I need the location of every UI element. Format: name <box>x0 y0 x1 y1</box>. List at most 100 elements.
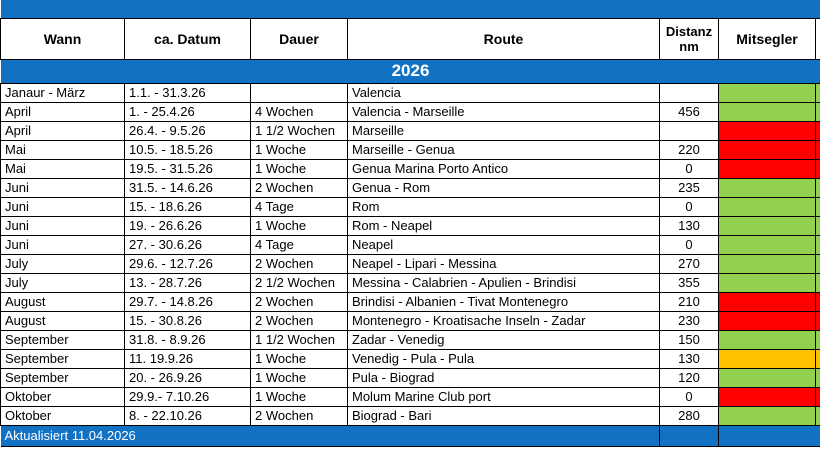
column-header-dauer: Dauer <box>250 17 348 60</box>
cell-route: Neapel - Lipari - Messina <box>347 253 660 274</box>
mitsegler-status-cutoff <box>815 120 820 141</box>
cell-datum: 15. - 30.8.26 <box>124 310 251 331</box>
mitsegler-status-cutoff <box>815 101 820 122</box>
mitsegler-status-cell <box>718 177 816 198</box>
column-header-distanz: Distanz nm <box>659 17 719 60</box>
column-header-wann: Wann <box>0 17 125 60</box>
cell-dauer: 1 Woche <box>250 158 348 179</box>
table-head-section: Wann ca. Datum Dauer Route Distanz nm Mi… <box>0 0 820 84</box>
mitsegler-status-cell <box>718 158 816 179</box>
mitsegler-status-cutoff <box>815 82 820 103</box>
cell-datum: 31.5. - 14.6.26 <box>124 177 251 198</box>
cell-datum: 10.5. - 18.5.26 <box>124 139 251 160</box>
column-header-route: Route <box>347 17 660 60</box>
cell-route: Marseille - Genua <box>347 139 660 160</box>
mitsegler-status-cutoff <box>815 215 820 236</box>
cell-wann: Juni <box>0 234 125 255</box>
cell-wann: Mai <box>0 158 125 179</box>
cell-distanz: 0 <box>659 234 719 255</box>
cell-dauer: 2 Wochen <box>250 253 348 274</box>
cell-dauer: 1 1/2 Wochen <box>250 329 348 350</box>
cell-wann: August <box>0 310 125 331</box>
cell-distanz: 210 <box>659 291 719 312</box>
cell-route: Rom - Neapel <box>347 215 660 236</box>
mitsegler-status-cell <box>718 310 816 331</box>
mitsegler-status-cell <box>718 253 816 274</box>
cell-datum: 13. - 28.7.26 <box>124 272 251 293</box>
column-header-distanz-line2: nm <box>679 38 699 54</box>
table-row: Juni 15. - 18.6.26 4 Tage Rom 0 <box>0 196 820 217</box>
mitsegler-status-cell <box>718 329 816 350</box>
mitsegler-status-cell <box>718 215 816 236</box>
footer-row: Aktualisiert 11.04.2026 <box>0 424 820 447</box>
cell-distanz: 230 <box>659 310 719 331</box>
mitsegler-status-cutoff <box>815 405 820 426</box>
cell-dauer: 2 Wochen <box>250 291 348 312</box>
table-row: Juni 19. - 26.6.26 1 Woche Rom - Neapel … <box>0 215 820 236</box>
cell-distanz: 220 <box>659 139 719 160</box>
table-row: Oktober 29.9.- 7.10.26 1 Woche Molum Mar… <box>0 386 820 407</box>
cell-route: Biograd - Bari <box>347 405 660 426</box>
column-header-row: Wann ca. Datum Dauer Route Distanz nm Mi… <box>0 17 820 60</box>
cell-wann: September <box>0 329 125 350</box>
mitsegler-status-cutoff <box>815 386 820 407</box>
cell-wann: Mai <box>0 139 125 160</box>
cell-datum: 20. - 26.9.26 <box>124 367 251 388</box>
mitsegler-status-cell <box>718 101 816 122</box>
mitsegler-status-cell <box>718 82 816 103</box>
cell-distanz: 150 <box>659 329 719 350</box>
cell-route: Montenegro - Kroatisache Inseln - Zadar <box>347 310 660 331</box>
cell-wann: July <box>0 253 125 274</box>
cell-wann: Juni <box>0 196 125 217</box>
top-blue-strip-cell <box>0 0 820 18</box>
mitsegler-status-cutoff <box>815 253 820 274</box>
cell-dauer: 4 Tage <box>250 196 348 217</box>
cell-distanz <box>659 120 719 141</box>
mitsegler-status-cell <box>718 272 816 293</box>
cell-wann: September <box>0 367 125 388</box>
year-banner: 2026 <box>0 58 820 84</box>
table-row: Mai 19.5. - 31.5.26 1 Woche Genua Marina… <box>0 158 820 179</box>
cell-route: Rom <box>347 196 660 217</box>
cell-datum: 29.9.- 7.10.26 <box>124 386 251 407</box>
cell-dauer: 1 1/2 Wochen <box>250 120 348 141</box>
mitsegler-status-cutoff <box>815 139 820 160</box>
cell-dauer: 2 Wochen <box>250 310 348 331</box>
mitsegler-status-cell <box>718 120 816 141</box>
cell-dauer: 4 Tage <box>250 234 348 255</box>
footer-mitsegler-cell <box>718 424 820 447</box>
cell-datum: 1. - 25.4.26 <box>124 101 251 122</box>
mitsegler-status-cutoff <box>815 158 820 179</box>
table-row: Juni 27. - 30.6.26 4 Tage Neapel 0 <box>0 234 820 255</box>
table-row: Janaur - März 1.1. - 31.3.26 Valencia <box>0 82 820 103</box>
cell-route: Messina - Calabrien - Apulien - Brindisi <box>347 272 660 293</box>
cell-distanz: 280 <box>659 405 719 426</box>
table-row: Juni 31.5. - 14.6.26 2 Wochen Genua - Ro… <box>0 177 820 198</box>
cell-wann: Juni <box>0 177 125 198</box>
cell-dauer: 2 Wochen <box>250 405 348 426</box>
cell-distanz: 456 <box>659 101 719 122</box>
mitsegler-status-cell <box>718 234 816 255</box>
cell-dauer: 1 Woche <box>250 139 348 160</box>
table-row: July 29.6. - 12.7.26 2 Wochen Neapel - L… <box>0 253 820 274</box>
cell-route: Brindisi - Albanien - Tivat Montenegro <box>347 291 660 312</box>
cell-route: Valencia - Marseille <box>347 101 660 122</box>
mitsegler-status-cell <box>718 405 816 426</box>
cell-distanz <box>659 82 719 103</box>
cell-datum: 11. 19.9.26 <box>124 348 251 369</box>
table-row: April 1. - 25.4.26 4 Wochen Valencia - M… <box>0 101 820 122</box>
cell-dauer: 1 Woche <box>250 215 348 236</box>
mitsegler-status-cutoff <box>815 310 820 331</box>
cell-dauer: 2 1/2 Wochen <box>250 272 348 293</box>
table-row: September 31.8. - 8.9.26 1 1/2 Wochen Za… <box>0 329 820 350</box>
cell-route: Marseille <box>347 120 660 141</box>
cell-distanz: 130 <box>659 215 719 236</box>
cell-wann: July <box>0 272 125 293</box>
cell-dauer: 4 Wochen <box>250 101 348 122</box>
cell-distanz: 270 <box>659 253 719 274</box>
mitsegler-status-cutoff <box>815 234 820 255</box>
cell-datum: 29.6. - 12.7.26 <box>124 253 251 274</box>
cell-wann: August <box>0 291 125 312</box>
